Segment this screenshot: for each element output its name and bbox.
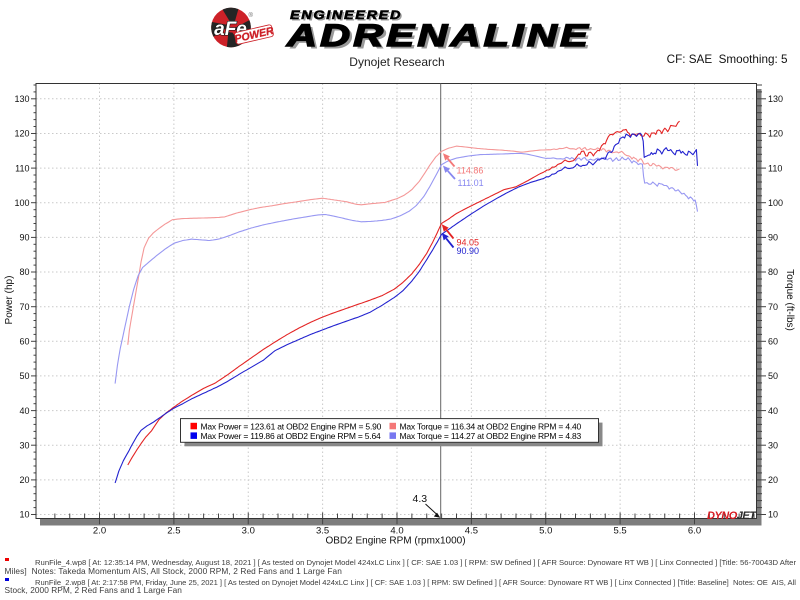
svg-text:10: 10 (19, 510, 29, 520)
svg-text:110: 110 (15, 163, 29, 173)
svg-text:OBD2 Engine RPM (rpmx1000): OBD2 Engine RPM (rpmx1000) (325, 536, 465, 547)
svg-text:5.5: 5.5 (614, 526, 627, 537)
svg-text:®: ® (249, 12, 254, 19)
svg-text:30: 30 (768, 440, 778, 450)
svg-text:60: 60 (768, 337, 778, 347)
svg-text:120: 120 (768, 129, 783, 139)
svg-text:20: 20 (19, 475, 29, 485)
svg-text:DYNOJET: DYNOJET (707, 510, 757, 522)
svg-text:30: 30 (19, 440, 29, 450)
svg-text:90: 90 (768, 233, 778, 243)
svg-text:Power (hp): Power (hp) (4, 276, 15, 325)
svg-text:2.5: 2.5 (167, 526, 180, 537)
svg-text:2.0: 2.0 (93, 526, 106, 537)
svg-text:60: 60 (19, 337, 29, 347)
svg-text:111.01: 111.01 (458, 178, 484, 188)
svg-text:80: 80 (19, 267, 29, 277)
svg-text:114.86: 114.86 (457, 165, 484, 175)
svg-text:Max Torque = 116.34 at OBD2 En: Max Torque = 116.34 at OBD2 Engine RPM =… (400, 421, 582, 431)
svg-text:50: 50 (19, 371, 29, 381)
svg-text:20: 20 (768, 475, 778, 485)
svg-text:70: 70 (768, 302, 778, 312)
svg-text:10: 10 (768, 510, 778, 520)
svg-text:90: 90 (19, 233, 29, 243)
svg-text:90.90: 90.90 (457, 246, 480, 256)
svg-text:4.5: 4.5 (465, 526, 478, 537)
svg-text:4.0: 4.0 (390, 526, 403, 537)
svg-text:3.0: 3.0 (242, 526, 255, 537)
svg-text:80: 80 (768, 267, 778, 277)
svg-text:Max Power = 119.86 at OBD2 Eng: Max Power = 119.86 at OBD2 Engine RPM = … (201, 431, 382, 441)
svg-text:6.0: 6.0 (688, 526, 701, 537)
svg-text:40: 40 (19, 406, 29, 416)
svg-text:130: 130 (14, 94, 29, 104)
svg-text:100: 100 (768, 198, 783, 208)
svg-text:40: 40 (768, 406, 778, 416)
svg-text:Max Power = 123.61 at OBD2 Eng: Max Power = 123.61 at OBD2 Engine RPM = … (201, 421, 382, 431)
svg-text:130: 130 (768, 94, 783, 104)
svg-text:Max Torque = 114.27 at OBD2 En: Max Torque = 114.27 at OBD2 Engine RPM =… (400, 431, 582, 441)
svg-text:100: 100 (14, 198, 29, 208)
svg-text:3.5: 3.5 (316, 526, 329, 537)
svg-text:70: 70 (19, 302, 29, 312)
svg-text:94.05: 94.05 (457, 237, 480, 247)
svg-text:4.3: 4.3 (413, 493, 428, 505)
svg-text:5.0: 5.0 (539, 526, 552, 537)
svg-text:Torque (ft-lbs): Torque (ft-lbs) (784, 269, 795, 331)
svg-text:110: 110 (768, 163, 782, 173)
svg-text:50: 50 (768, 371, 778, 381)
svg-text:120: 120 (14, 129, 29, 139)
